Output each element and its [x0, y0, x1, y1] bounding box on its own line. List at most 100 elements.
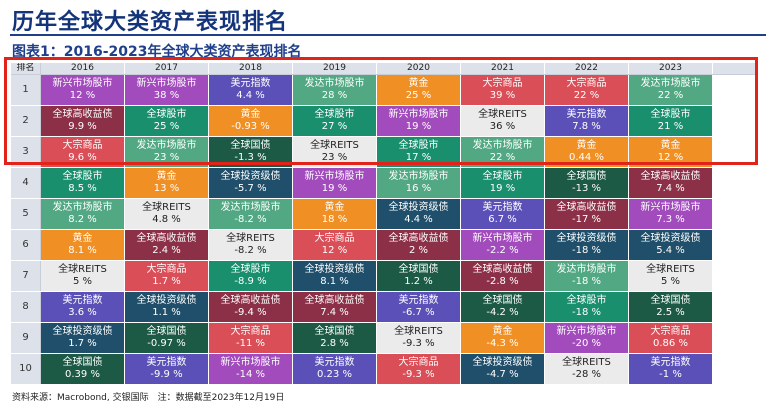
- asset-return: 7.4 %: [320, 307, 349, 318]
- asset-cell: 全球投资级债 4.4 %: [377, 199, 461, 229]
- asset-return: -6.7 %: [402, 307, 435, 318]
- asset-return: -4.7 %: [486, 369, 519, 380]
- asset-return: 1.2 %: [404, 276, 433, 287]
- asset-name: 全球股市: [650, 109, 691, 120]
- asset-cell: 全球国债 -1.3 %: [209, 137, 293, 167]
- asset-name: 全球股市: [62, 171, 103, 182]
- asset-name: 大宗商品: [566, 78, 607, 89]
- asset-return: 39 %: [489, 90, 516, 101]
- asset-cell: 大宗商品 -11 %: [209, 323, 293, 353]
- asset-return: 5.4 %: [656, 245, 685, 256]
- asset-name: 全球高收益债: [136, 233, 197, 244]
- asset-cell: 黄金 18 %: [293, 199, 377, 229]
- asset-return: 19 %: [405, 121, 432, 132]
- asset-return: -11 %: [235, 338, 265, 349]
- asset-cell: 发达市场股市 22 %: [629, 75, 713, 105]
- asset-cell: 全球REITS -28 %: [545, 354, 629, 384]
- year-header: 2021: [461, 63, 545, 74]
- asset-return: 7.3 %: [656, 214, 685, 225]
- asset-return: -0.97 %: [147, 338, 186, 349]
- asset-cell: 全球国债 2.8 %: [293, 323, 377, 353]
- asset-name: 全球投资级债: [472, 357, 533, 368]
- asset-cell: 黄金 8.1 %: [41, 230, 125, 260]
- asset-cell: 全球高收益债 2.4 %: [125, 230, 209, 260]
- asset-return: 0.23 %: [317, 369, 352, 380]
- asset-name: 全球股市: [230, 264, 271, 275]
- asset-return: -18 %: [571, 307, 601, 318]
- asset-return: 38 %: [153, 90, 180, 101]
- asset-return: -8.2 %: [234, 214, 267, 225]
- asset-return: 18 %: [321, 214, 348, 225]
- asset-return: 23 %: [153, 152, 180, 163]
- asset-cell: 全球国债 1.2 %: [377, 261, 461, 291]
- table-row: 4 全球股市 8.5 % 黄金 13 % 全球投资级债 -5.7 % 新兴市场股市 19 % 发达…: [11, 168, 757, 199]
- asset-name: 黄金: [576, 140, 597, 151]
- rank-number: 5: [11, 199, 41, 229]
- asset-name: 全球投资级债: [640, 233, 701, 244]
- asset-cell: 黄金 -0.93 %: [209, 106, 293, 136]
- asset-return: 4.4 %: [404, 214, 433, 225]
- asset-name: 美元指数: [566, 109, 607, 120]
- asset-return: 2 %: [408, 245, 429, 256]
- asset-name: 大宗商品: [146, 264, 187, 275]
- asset-return: 25 %: [153, 121, 180, 132]
- asset-return: 23 %: [321, 152, 348, 163]
- asset-name: 全球高收益债: [304, 295, 365, 306]
- asset-cell: 新兴市场股市 38 %: [125, 75, 209, 105]
- asset-return: 8.2 %: [68, 214, 97, 225]
- asset-cell: 发达市场股市 -18 %: [545, 261, 629, 291]
- asset-name: 黄金: [72, 233, 93, 244]
- asset-cell: 发达市场股市 28 %: [293, 75, 377, 105]
- asset-name: 全球投资级债: [304, 264, 365, 275]
- asset-return: -13 %: [571, 183, 601, 194]
- asset-name: 全球股市: [482, 171, 523, 182]
- asset-cell: 全球高收益债 2 %: [377, 230, 461, 260]
- asset-cell: 大宗商品 12 %: [293, 230, 377, 260]
- asset-cell: 全球REITS 5 %: [41, 261, 125, 291]
- asset-return: 12 %: [69, 90, 96, 101]
- asset-name: 全球投资级债: [220, 171, 281, 182]
- asset-cell: 全球国债 0.39 %: [41, 354, 125, 384]
- asset-cell: 黄金 0.44 %: [545, 137, 629, 167]
- asset-cell: 黄金 12 %: [629, 137, 713, 167]
- asset-return: -17 %: [571, 214, 601, 225]
- asset-return: 36 %: [489, 121, 516, 132]
- asset-cell: 新兴市场股市 12 %: [41, 75, 125, 105]
- asset-return: 19 %: [489, 183, 516, 194]
- asset-cell: 全球高收益债 -2.8 %: [461, 261, 545, 291]
- asset-cell: 全球股市 8.5 %: [41, 168, 125, 198]
- table-row: 9 全球投资级债 1.7 % 全球国债 -0.97 % 大宗商品 -11 % 全球国债 2.8 …: [11, 323, 757, 354]
- asset-name: 全球股市: [146, 109, 187, 120]
- asset-return: 12 %: [321, 245, 348, 256]
- asset-name: 大宗商品: [482, 78, 523, 89]
- asset-cell: 全球高收益债 -9.4 %: [209, 292, 293, 322]
- asset-return: -14 %: [235, 369, 265, 380]
- asset-cell: 大宗商品 -9.3 %: [377, 354, 461, 384]
- asset-return: 13 %: [153, 183, 180, 194]
- page-title: 历年全球大类资产表现排名: [12, 10, 289, 35]
- asset-return: 27 %: [321, 121, 348, 132]
- asset-return: 4.4 %: [236, 90, 265, 101]
- asset-return: -9.9 %: [150, 369, 183, 380]
- year-header: 2016: [41, 63, 125, 74]
- asset-return: 1.7 %: [152, 276, 181, 287]
- asset-cell: 全球投资级债 8.1 %: [293, 261, 377, 291]
- asset-name: 新兴市场股市: [640, 202, 701, 213]
- asset-name: 发达市场股市: [388, 171, 449, 182]
- title-divider: [10, 34, 766, 36]
- asset-return: 8.1 %: [320, 276, 349, 287]
- asset-return: 6.7 %: [488, 214, 517, 225]
- asset-name: 全球投资级债: [388, 202, 449, 213]
- asset-name: 全球高收益债: [640, 171, 701, 182]
- asset-return: 12 %: [657, 152, 684, 163]
- asset-name: 全球高收益债: [556, 202, 617, 213]
- asset-cell: 美元指数 -1 %: [629, 354, 713, 384]
- year-header: 2019: [293, 63, 377, 74]
- year-header: 2018: [209, 63, 293, 74]
- table-row: 8 美元指数 3.6 % 全球投资级债 1.1 % 全球高收益债 -9.4 % 全球高收益债 7…: [11, 292, 757, 323]
- asset-return: -4.2 %: [486, 307, 519, 318]
- asset-cell: 全球股市 27 %: [293, 106, 377, 136]
- asset-name: 全球REITS: [310, 140, 359, 151]
- asset-name: 全球投资级债: [136, 295, 197, 306]
- asset-cell: 美元指数 3.6 %: [41, 292, 125, 322]
